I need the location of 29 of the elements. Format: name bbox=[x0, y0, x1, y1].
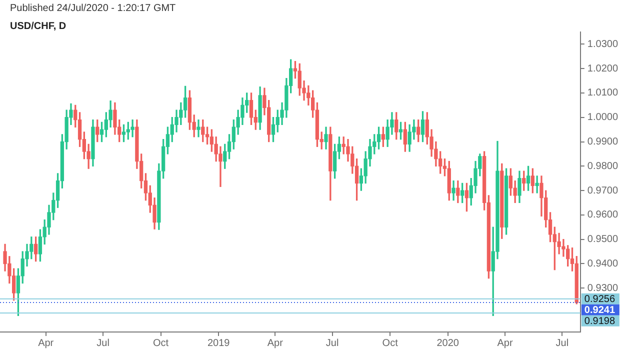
text: Published 24/Jul/2020 - 1:20:17 GMT bbox=[10, 3, 176, 14]
ref-line-label: 0.9256 bbox=[584, 294, 616, 306]
y-tick-label: 0.9600 bbox=[587, 210, 618, 221]
x-tick-label: Apr bbox=[38, 338, 54, 349]
y-tick-label: 1.0000 bbox=[587, 112, 618, 124]
y-tick-label: 0.9700 bbox=[587, 185, 618, 196]
x-tick-label: Jul bbox=[96, 338, 110, 349]
x-tick-label: Oct bbox=[382, 338, 398, 349]
candlestick bbox=[130, 119, 134, 138]
y-tick-label: 1.0200 bbox=[587, 63, 618, 74]
x-tick-label: Oct bbox=[153, 338, 169, 349]
candlestick bbox=[535, 176, 539, 194]
y-tick-label: 0.9800 bbox=[587, 160, 618, 172]
y-tick-label: 1.0100 bbox=[587, 88, 618, 99]
legend-label: 0.9198 bbox=[584, 316, 616, 328]
x-tick-label: Apr bbox=[497, 338, 514, 349]
chart-title: USD/CHF, D bbox=[10, 21, 66, 32]
x-tick-label: Apr bbox=[267, 338, 284, 349]
ref-line-label: 0.9241 bbox=[584, 305, 616, 316]
x-tick-label: 2019 bbox=[207, 338, 230, 349]
y-tick-label: 0.9300 bbox=[587, 282, 618, 294]
x-tick-label: Jul bbox=[556, 338, 569, 349]
x-tick-label: Jul bbox=[326, 338, 339, 349]
y-tick-label: 0.9400 bbox=[587, 258, 618, 270]
y-tick-label: 1.0300 bbox=[587, 38, 618, 50]
candlestick bbox=[196, 119, 200, 138]
x-tick-label: 2020 bbox=[436, 338, 460, 349]
y-tick-label: 0.9500 bbox=[587, 234, 618, 246]
y-tick-label: 0.9900 bbox=[587, 136, 618, 148]
